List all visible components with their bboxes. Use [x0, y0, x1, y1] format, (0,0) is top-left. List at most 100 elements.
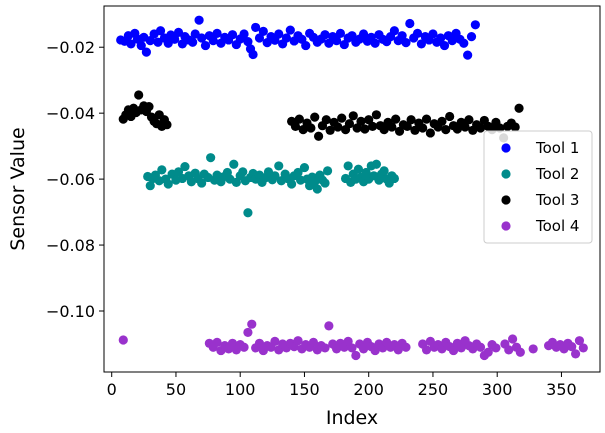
data-point [155, 26, 166, 36]
data-point [227, 30, 238, 40]
data-point [285, 25, 295, 35]
data-point [459, 38, 469, 48]
data-point [416, 39, 426, 49]
data-point [243, 208, 253, 218]
data-point [466, 32, 477, 42]
data-point [405, 18, 415, 29]
data-point [188, 37, 198, 47]
data-point [343, 161, 353, 171]
y-tick-label: −0.10 [46, 302, 95, 321]
data-point [570, 349, 581, 359]
data-point [379, 125, 389, 135]
data-point [337, 113, 347, 123]
data-point [358, 29, 369, 39]
data-point [229, 159, 239, 169]
data-point [528, 344, 538, 354]
data-point [439, 40, 450, 51]
data-point [387, 122, 397, 132]
data-point [412, 28, 423, 38]
data-point [425, 128, 435, 138]
x-axis-title: Index [326, 407, 378, 429]
y-axis-title: Sensor Value [7, 127, 29, 250]
data-point [312, 184, 322, 194]
data-point [299, 162, 310, 173]
data-point [401, 38, 411, 48]
data-point [508, 334, 518, 344]
data-point [308, 337, 319, 347]
data-point [389, 26, 399, 36]
x-tick-label: 0 [107, 380, 117, 399]
data-point [251, 22, 261, 33]
data-point [335, 28, 346, 38]
y-tick-label: −0.02 [46, 38, 95, 57]
x-axis: 0 50 100 150 200 250 300 350 [107, 372, 577, 399]
data-point [248, 49, 258, 60]
data-point [320, 178, 330, 188]
data-point [254, 338, 265, 348]
data-point [391, 114, 401, 124]
data-points [116, 15, 588, 361]
data-point [208, 36, 218, 46]
y-axis: −0.02 −0.04 −0.06 −0.08 −0.10 [46, 38, 104, 321]
data-point [194, 15, 204, 25]
x-tick-label: 300 [482, 380, 513, 399]
data-point [445, 111, 455, 122]
legend-marker [501, 221, 511, 231]
data-point [324, 321, 334, 331]
legend-label: Tool 4 [535, 217, 579, 235]
data-point [162, 120, 172, 130]
data-point [410, 125, 420, 135]
data-point [351, 350, 361, 361]
data-point [491, 343, 501, 353]
data-point [243, 37, 253, 47]
data-point [331, 36, 342, 46]
data-point [180, 161, 190, 172]
data-point [126, 39, 136, 49]
legend-label: Tool 3 [535, 191, 579, 209]
x-tick-label: 100 [225, 380, 256, 399]
x-tick-label: 150 [289, 380, 320, 399]
data-point [141, 47, 151, 57]
data-point [310, 112, 320, 122]
data-point [274, 161, 284, 171]
data-point [436, 33, 446, 43]
data-point [371, 110, 382, 120]
x-tick-label: 350 [546, 380, 577, 399]
data-point [418, 123, 428, 133]
data-point [397, 31, 407, 41]
data-point [144, 101, 154, 112]
y-tick-label: −0.08 [46, 236, 95, 255]
data-point [401, 342, 411, 352]
data-point [370, 38, 380, 48]
data-point [441, 125, 451, 135]
data-point [447, 36, 457, 46]
data-point [470, 20, 480, 30]
data-point [421, 114, 432, 124]
data-point [243, 327, 253, 338]
legend: Tool 1 Tool 2 Tool 3 Tool 4 [483, 130, 593, 244]
data-point [170, 34, 180, 44]
data-point [294, 114, 304, 124]
data-point [483, 347, 493, 357]
data-point [270, 336, 280, 346]
data-point [258, 26, 268, 36]
data-point [270, 171, 280, 181]
data-point [448, 345, 459, 356]
data-point [239, 342, 249, 352]
data-point [333, 122, 343, 132]
data-point [428, 29, 438, 39]
data-point [437, 116, 447, 127]
data-point [212, 337, 222, 347]
data-point [353, 164, 364, 174]
x-tick-label: 250 [418, 380, 449, 399]
data-point [145, 181, 155, 191]
data-point [306, 123, 316, 133]
data-point [421, 345, 432, 355]
data-point [347, 343, 357, 353]
y-tick-label: −0.04 [46, 104, 95, 123]
data-point [406, 115, 416, 125]
data-point [310, 177, 320, 187]
x-tick-label: 50 [166, 380, 186, 399]
legend-label: Tool 2 [535, 165, 579, 183]
